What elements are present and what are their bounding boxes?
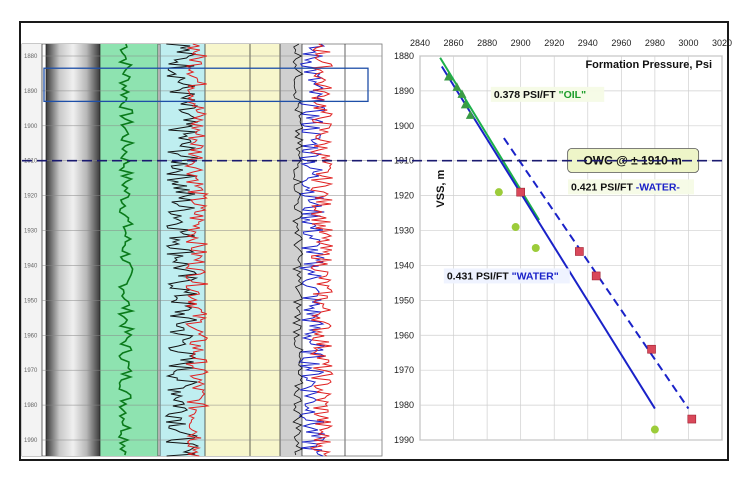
- x-tick-label: 2920: [544, 38, 564, 48]
- depth-track: [22, 44, 42, 456]
- log-depth-tick-label: 1880: [24, 54, 38, 60]
- x-tick-label: 2960: [611, 38, 631, 48]
- square-point: [647, 344, 656, 354]
- log-depth-tick-label: 1890: [24, 89, 38, 95]
- log-depth-tick-label: 1910: [24, 159, 38, 165]
- trend-label: 0.378 PSI/FT "OIL": [490, 86, 605, 102]
- log-depth-tick-label: 1950: [24, 298, 38, 304]
- x-tick-label: 2860: [444, 38, 464, 48]
- x-tick-label: 3000: [678, 38, 698, 48]
- owc-label-text: OWC @ ± 1910 m: [583, 154, 681, 168]
- square-point: [591, 271, 601, 281]
- circle-point: [650, 425, 659, 434]
- caliper-curve: [292, 43, 304, 456]
- plot-area: [419, 55, 723, 441]
- triangle-point: [444, 71, 454, 81]
- trend-label-text: 0.378 PSI/FT "OIL": [494, 89, 586, 101]
- log-depth-tick-label: 1940: [24, 263, 38, 269]
- trend-fluid-name: "OIL": [559, 89, 586, 101]
- square-point: [687, 414, 697, 424]
- y-tick-label: 1960: [394, 330, 414, 340]
- trend-gradient-value: 0.431 PSI/FT: [447, 270, 512, 282]
- trend-gradient-value: 0.421 PSI/FT: [571, 181, 636, 193]
- circle-point: [531, 244, 540, 252]
- square-point: [516, 187, 525, 197]
- y-tick-label: 1930: [394, 226, 414, 236]
- y-tick-label: 1890: [394, 86, 414, 96]
- log-depth-tick-label: 1970: [24, 368, 38, 374]
- x-tick-label: 3020: [712, 38, 732, 48]
- y-tick-label: 1920: [394, 191, 414, 201]
- y-tick-label: 1970: [394, 365, 414, 375]
- log-depth-tick-label: 1990: [24, 438, 38, 444]
- circle-point: [511, 223, 520, 232]
- triangle-point: [457, 89, 467, 98]
- trend-fluid-name: -WATER-: [636, 181, 681, 193]
- triangle-point: [452, 82, 462, 91]
- log-depth-tick-label: 1900: [24, 124, 38, 130]
- x-tick-label: 2940: [578, 38, 598, 48]
- neutron-porosity-curve: [297, 43, 326, 457]
- density-track-fill: [280, 44, 302, 456]
- triangle-point: [465, 110, 475, 119]
- square-point: [575, 247, 584, 256]
- log-depth-tick-label: 1930: [24, 229, 38, 235]
- gamma-ray-curve: [117, 43, 136, 456]
- y-tick-label: 1940: [394, 260, 414, 270]
- y-tick-label: 1990: [394, 435, 414, 445]
- borehole-image-track: [46, 44, 100, 456]
- trend-label-text: 0.421 PSI/FT -WATER-: [571, 181, 680, 193]
- gamma-ray-track: [100, 44, 158, 456]
- log-depth-tick-label: 1920: [24, 194, 38, 200]
- log-depth-tick-label: 1960: [24, 333, 38, 339]
- trend-fluid-name: "WATER": [512, 270, 559, 282]
- resistivity-track-fill: [160, 44, 205, 456]
- trend-label: 0.421 PSI/FT -WATER-: [568, 179, 694, 195]
- y-axis-title: VSS, m: [435, 169, 447, 207]
- y-tick-label: 1950: [394, 295, 414, 305]
- well-log-panel: 1880 1890 1900 1910 1920 1930 1940 1950 1960 1970…: [21, 43, 383, 457]
- y-tick-label: 1880: [394, 51, 414, 61]
- resistivity-curve-shallow: [184, 43, 210, 457]
- chart-title: Formation Pressure, Psi: [585, 59, 712, 71]
- x-tick-label: 2900: [511, 38, 531, 48]
- pressure-chart: 2840 2860 2880 2900 2920 2940 2960 2980 3000 3020…: [394, 38, 732, 445]
- triangle-point: [460, 99, 470, 109]
- trend-label-background: [490, 86, 605, 102]
- trend-gradient-value: 0.378 PSI/FT: [494, 89, 559, 101]
- trend-label-background: [568, 179, 694, 195]
- trend-label: 0.431 PSI/FT "WATER": [443, 268, 570, 284]
- owc-label: OWC @ ± 1910 m: [567, 148, 700, 173]
- x-tick-label: 2980: [645, 38, 665, 48]
- log-depth-tick-label: 1980: [24, 403, 38, 409]
- trend-label-text: 0.431 PSI/FT "WATER": [447, 270, 559, 282]
- resistivity-curve-deep: [164, 43, 200, 457]
- bulk-density-curve: [309, 43, 334, 457]
- y-tick-label: 1900: [394, 121, 414, 131]
- oil-interval-box: [43, 67, 369, 103]
- x-tick-label: 2880: [477, 38, 497, 48]
- y-tick-label: 1980: [394, 400, 414, 410]
- trend-line: [440, 65, 656, 410]
- x-tick-label: 2840: [410, 38, 430, 48]
- trend-label-background: [443, 268, 570, 284]
- porosity-track-fill: [205, 44, 280, 456]
- circle-point: [494, 188, 503, 197]
